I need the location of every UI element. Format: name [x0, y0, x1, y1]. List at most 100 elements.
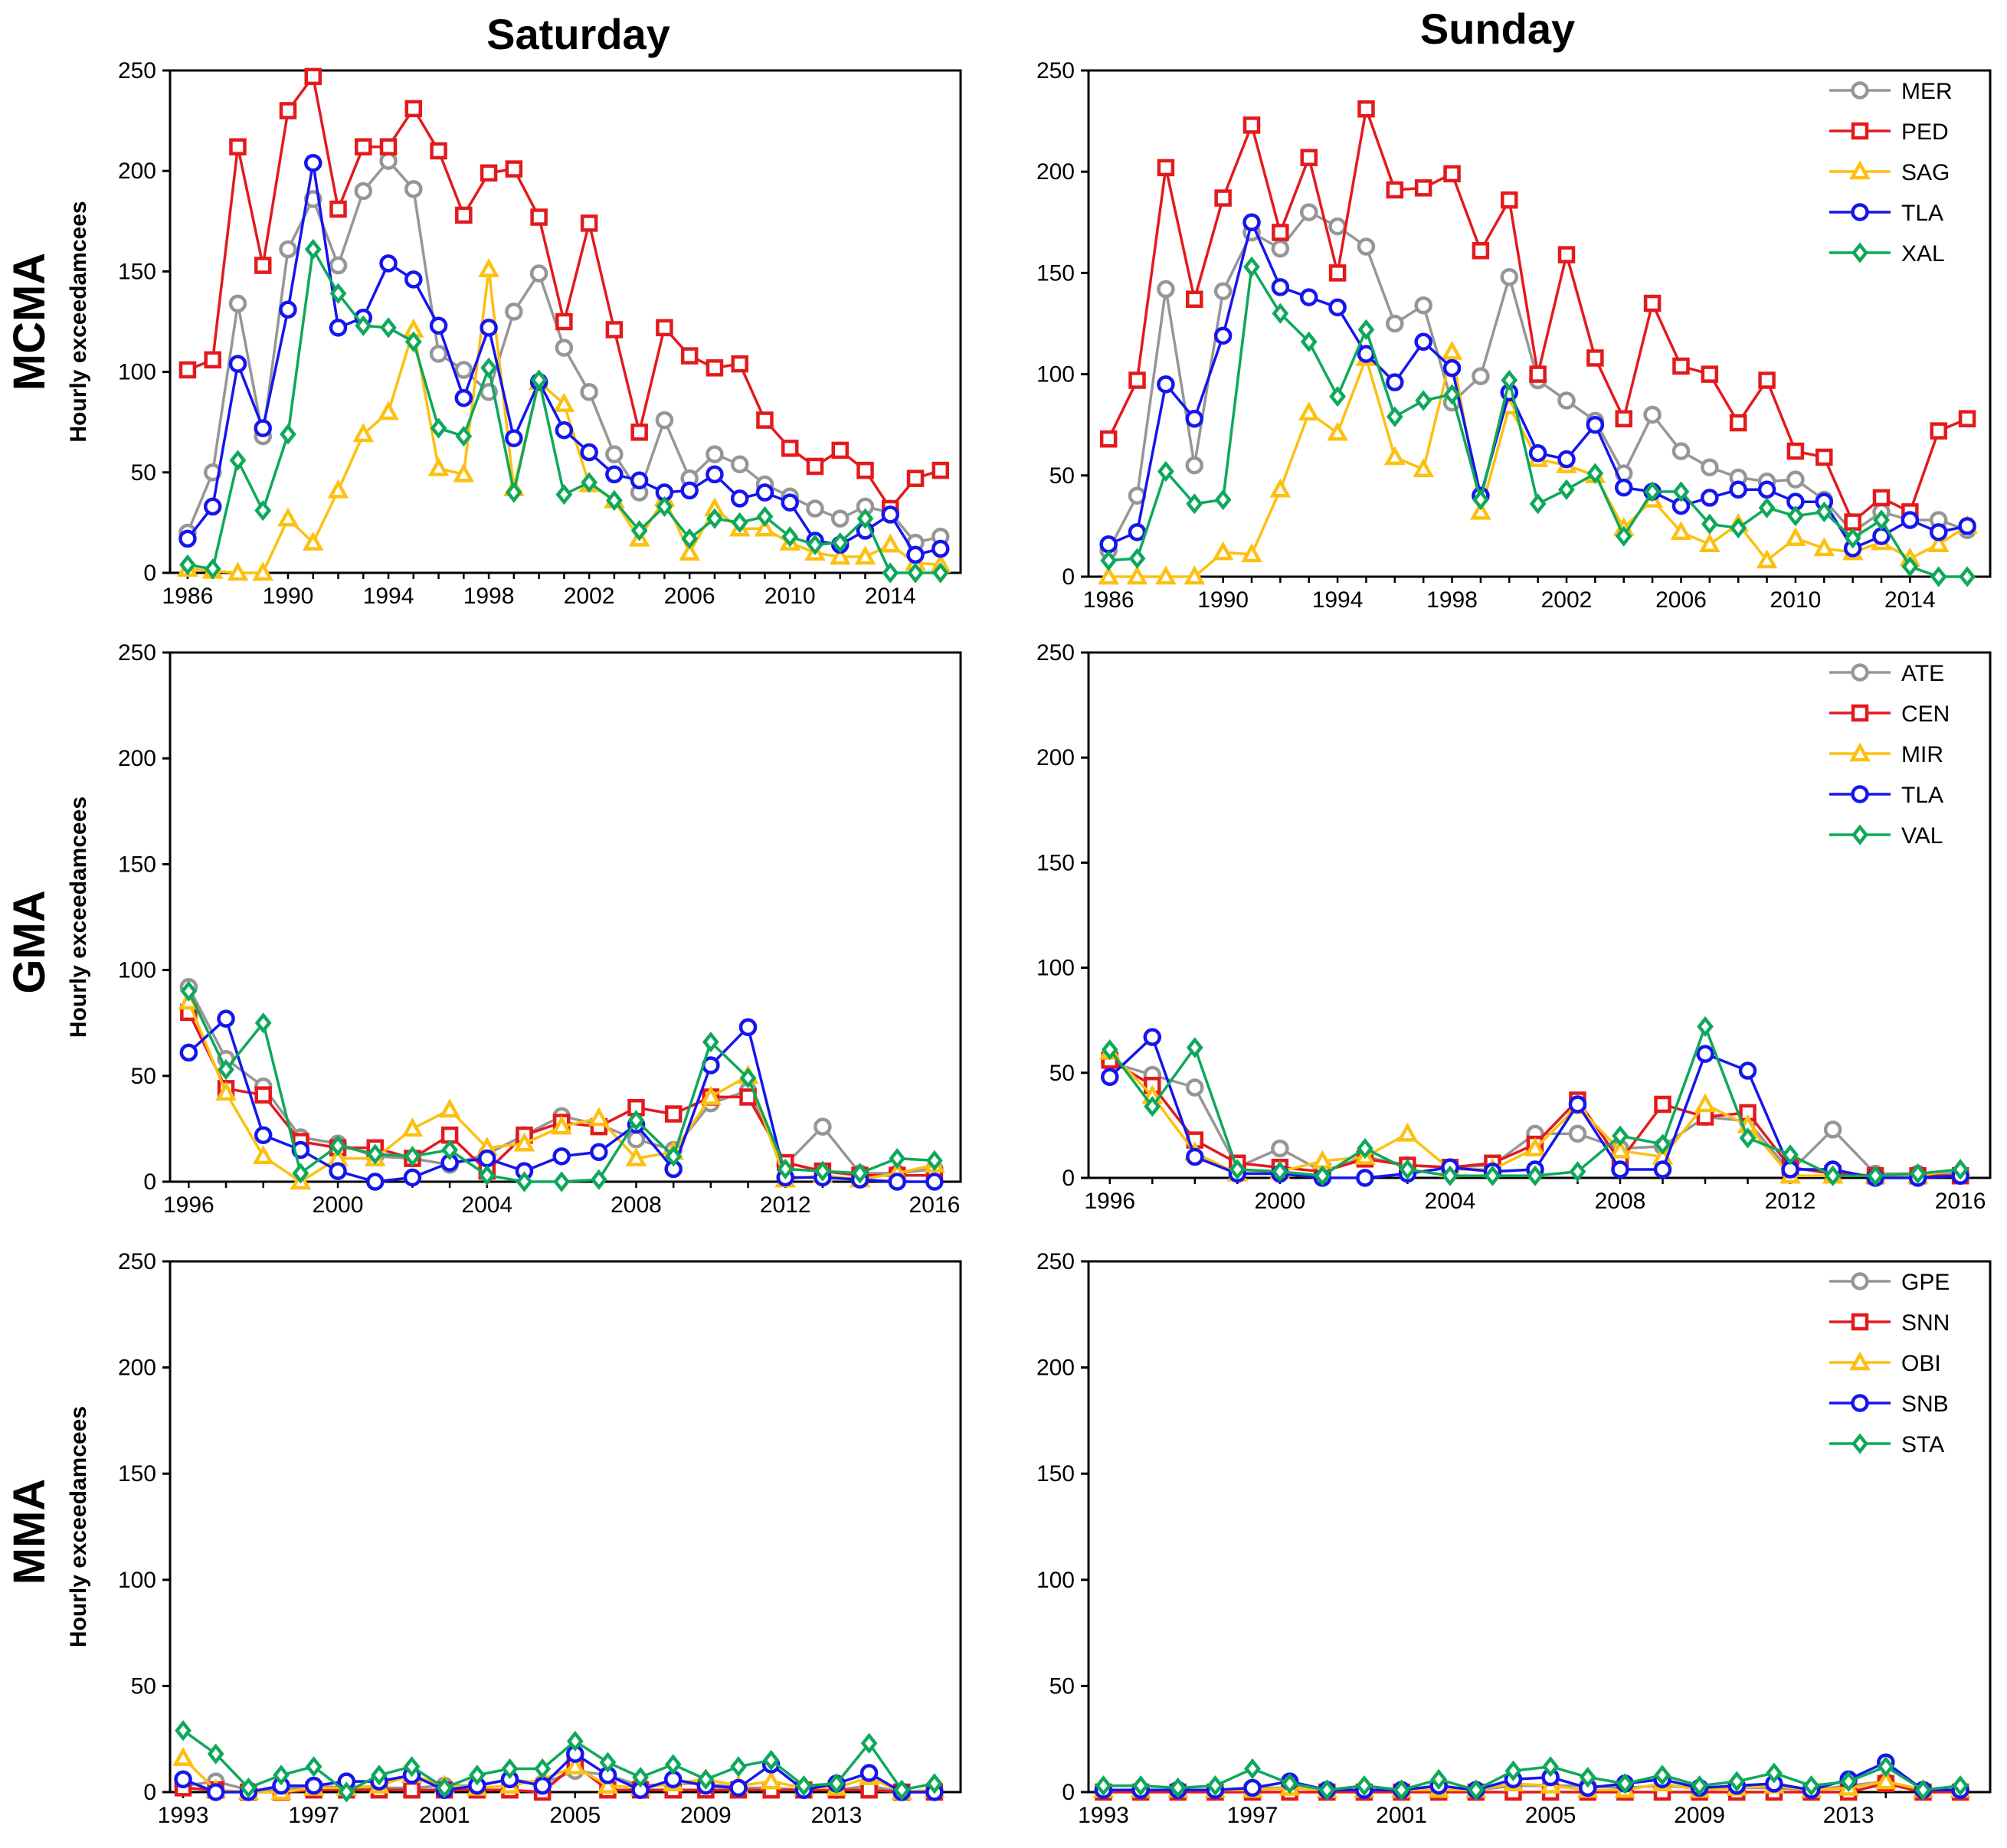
data-point-sta [1356, 1775, 1373, 1797]
data-point-xal [1873, 509, 1890, 531]
data-point-ate [814, 1117, 832, 1136]
data-point-mer [1557, 391, 1576, 410]
data-point-ate [1568, 1124, 1587, 1143]
data-point-tla [505, 429, 523, 447]
data-point-tla [781, 493, 799, 512]
x-tick-label: 2000 [1254, 1189, 1305, 1214]
panel-gma-saturday: 0 50 100 150 200 250 1996 2000 2004 2008 2012 2016 H… [66, 640, 962, 1218]
data-point-ped [1443, 165, 1461, 183]
data-point-mer [1157, 280, 1175, 299]
panel-mcma-sunday: 0 50 100 150 200 250 1986 1990 1994 1998 2002 2006 2… [1036, 58, 1992, 613]
data-point-xal [1300, 331, 1318, 352]
y-tick-label: 50 [1049, 1673, 1075, 1699]
data-point-mer [228, 294, 247, 313]
data-point-tla [1186, 1147, 1204, 1166]
data-point-xal [606, 489, 623, 512]
data-point-ped [931, 461, 950, 479]
data-point-ped [480, 164, 498, 182]
data-point-xal [1415, 390, 1432, 411]
data-point-sta [1877, 1756, 1894, 1778]
data-point-xal [404, 331, 422, 352]
x-tick-label: 2001 [419, 1803, 470, 1828]
data-point-tla [680, 481, 699, 500]
x-tick-label: 1993 [158, 1803, 209, 1828]
data-point-sag [1126, 565, 1148, 585]
data-point-sag [1756, 549, 1778, 569]
y-tick-label: 0 [1062, 564, 1075, 590]
data-point-tla [555, 420, 574, 440]
data-point-val [1356, 1137, 1373, 1159]
data-point-tla [1696, 1045, 1714, 1063]
y-tick-label: 200 [1036, 745, 1075, 770]
data-point-xal [1701, 513, 1718, 535]
data-point-mir [1524, 1137, 1546, 1156]
data-point-val [1186, 1037, 1203, 1058]
data-point-tla [1299, 288, 1318, 306]
data-point-xal [329, 283, 347, 304]
x-tick-label: 1996 [1084, 1189, 1135, 1214]
data-point-ped [831, 441, 849, 460]
data-point-sta [305, 1756, 322, 1778]
panel-mma-sunday: 0 50 100 150 200 250 1993 1997 2001 2005 2009 2013 G… [1036, 1249, 1992, 1828]
data-point-ped [1872, 489, 1891, 507]
data-point-tla [1929, 523, 1948, 541]
data-point-ped [630, 424, 648, 441]
data-point-val [702, 1031, 719, 1053]
data-point-tla [1356, 1169, 1374, 1187]
data-point-sta [1467, 1779, 1485, 1801]
data-point-sag [1184, 565, 1206, 585]
x-tick-label: 2012 [1765, 1189, 1816, 1214]
data-point-mer [830, 509, 850, 528]
data-point-sag [879, 533, 902, 553]
data-point-mer [655, 410, 674, 430]
data-point-tla [925, 1173, 944, 1191]
data-point-tla [552, 1147, 571, 1166]
x-tick-label: 2010 [1770, 587, 1822, 613]
data-point-xal [831, 532, 849, 554]
data-point-sta [1504, 1760, 1522, 1781]
data-point-ped [656, 319, 673, 337]
data-point-snn [860, 1781, 878, 1799]
y-tick-label: 150 [118, 852, 156, 877]
data-point-val [1569, 1161, 1586, 1182]
plot-frame [169, 651, 962, 1183]
data-point-ped [1529, 365, 1547, 383]
data-point-mer [1500, 267, 1519, 286]
data-point-xal [555, 484, 573, 505]
legend-marker [1851, 203, 1869, 221]
data-point-xal [1529, 493, 1547, 515]
data-point-sta [1654, 1765, 1671, 1786]
data-point-xal [430, 417, 447, 439]
data-point-sag [1155, 565, 1177, 585]
data-point-mer [404, 180, 423, 198]
data-point-sta [403, 1756, 421, 1778]
legend-label-cen: CEN [1901, 702, 1950, 727]
data-point-sag [302, 532, 324, 551]
legend-marker [1851, 785, 1869, 803]
data-point-mer [1643, 405, 1662, 424]
data-point-tla [1757, 480, 1776, 499]
series-val [1101, 1016, 1969, 1186]
data-point-tla [279, 300, 297, 319]
data-point-xal [455, 425, 473, 447]
x-tick-label: 2008 [611, 1192, 662, 1218]
data-point-xal [1758, 497, 1776, 518]
data-point-sta [1691, 1775, 1708, 1797]
data-point-sta [1914, 1779, 1932, 1801]
plot-frame [169, 69, 962, 574]
data-point-xal [1901, 556, 1919, 577]
data-point-tla [906, 545, 925, 564]
data-point-xal [530, 369, 548, 391]
data-point-ped [430, 142, 447, 160]
data-point-ped [1328, 264, 1347, 282]
data-point-ped [756, 411, 774, 429]
data-point-xal [1615, 525, 1632, 547]
data-point-sag [754, 517, 776, 537]
data-point-xal [1386, 406, 1403, 427]
data-point-sag [327, 479, 349, 499]
data-point-mir [439, 1098, 460, 1118]
y-tick-label: 50 [1049, 1061, 1075, 1086]
x-tick-label: 1990 [1197, 587, 1249, 613]
data-point-snb [859, 1764, 879, 1782]
x-tick-label: 2008 [1595, 1189, 1646, 1214]
